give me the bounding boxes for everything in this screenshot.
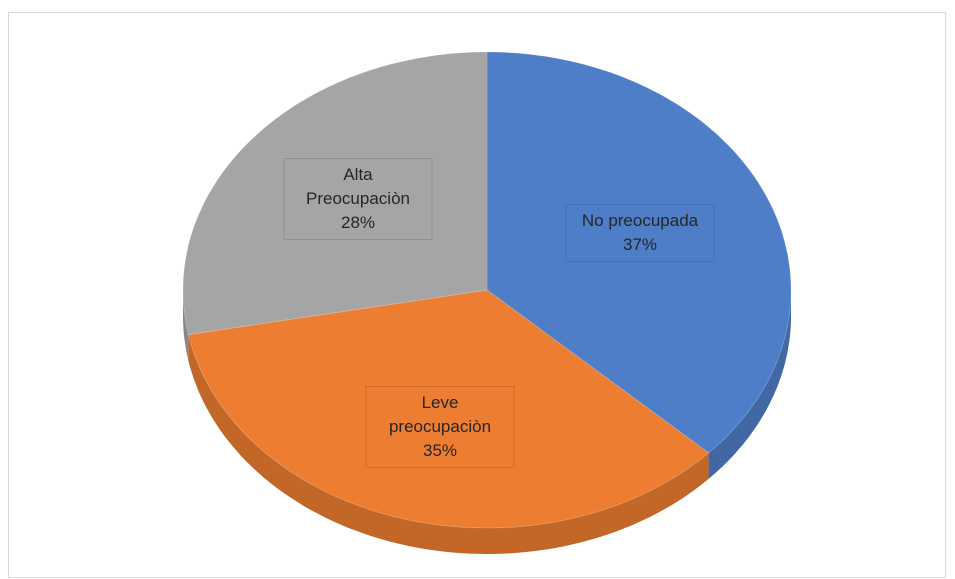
category-label: Leve preocupaciòn bbox=[388, 393, 492, 436]
data-label: Alta Preocupaciòn 28% bbox=[283, 158, 433, 240]
slice-side bbox=[708, 290, 791, 479]
slice-side bbox=[183, 290, 189, 361]
data-label: Leve preocupaciòn 35% bbox=[365, 386, 515, 468]
slice bbox=[187, 289, 710, 529]
slice bbox=[486, 51, 792, 454]
chart-frame bbox=[8, 12, 946, 578]
category-label: No preocupada bbox=[581, 211, 699, 230]
category-label: Alta Preocupaciòn bbox=[306, 165, 410, 208]
data-label: No preocupada 37% bbox=[565, 204, 715, 262]
slice bbox=[182, 51, 488, 336]
value-label: 37% bbox=[622, 235, 658, 254]
value-label: 35% bbox=[422, 441, 458, 460]
slice-side bbox=[188, 334, 709, 554]
value-label: 28% bbox=[340, 213, 376, 232]
